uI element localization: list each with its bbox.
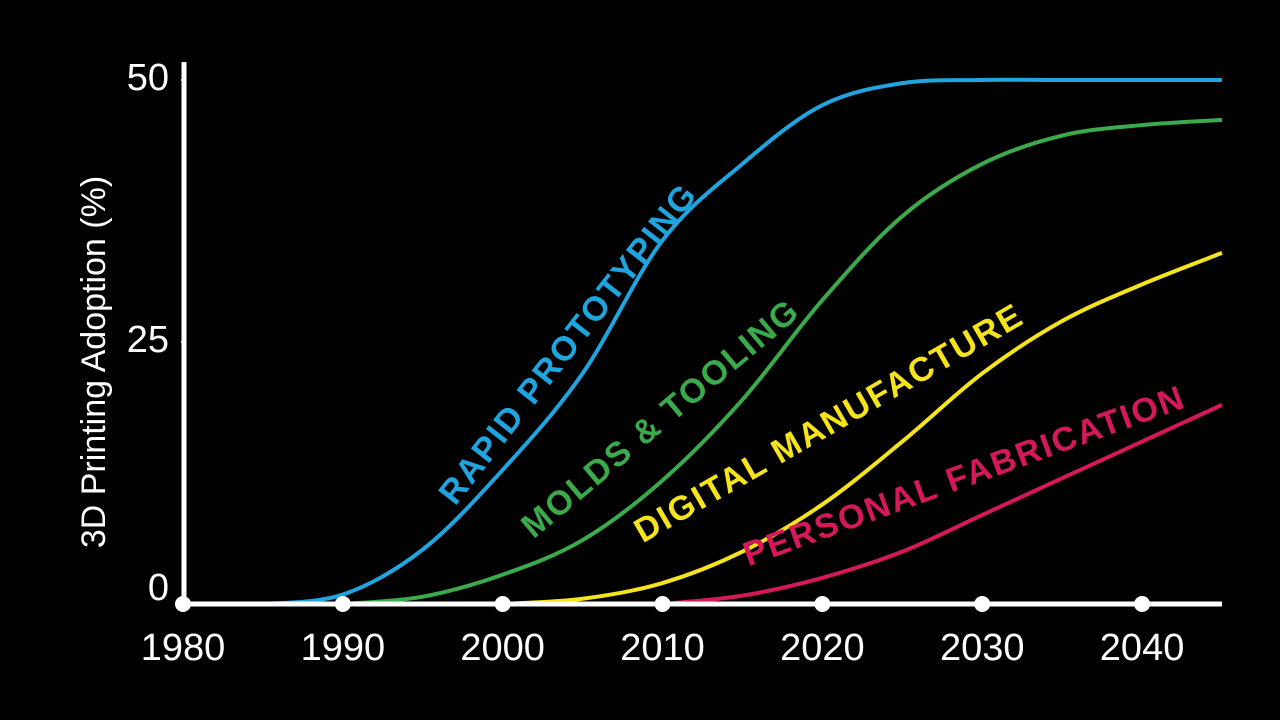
series-line: [262, 77, 1222, 606]
series-line: [502, 251, 1223, 606]
x-tick-dot: [175, 596, 191, 612]
y-axis-title: 3D Printing Adoption (%): [75, 176, 113, 548]
x-tick-dot: [654, 596, 671, 612]
series-line: [342, 117, 1223, 606]
x-tick-label: 2040: [1100, 627, 1185, 669]
x-tick-label: 2030: [940, 627, 1025, 669]
y-tick-label: 25: [127, 319, 169, 361]
x-tick-dot: [974, 596, 991, 612]
x-tick-dot: [494, 596, 511, 612]
x-tick-label: 2020: [780, 627, 865, 669]
x-tick-dot: [814, 596, 831, 612]
x-tick-dot: [334, 596, 351, 612]
x-tick-label: 2000: [460, 627, 545, 669]
x-tick-label: 1990: [301, 627, 386, 669]
x-tick-label: 2010: [620, 627, 705, 669]
x-tick-dot: [1134, 596, 1151, 612]
series-label: RAPID PROTOTYPING: [432, 176, 706, 512]
y-tick-label: 50: [127, 57, 169, 99]
y-tick-label: 0: [148, 567, 169, 609]
series-label: PERSONAL FABRICATION: [738, 378, 1190, 574]
series-line: [662, 403, 1223, 606]
x-tick-label: 1980: [141, 627, 226, 669]
